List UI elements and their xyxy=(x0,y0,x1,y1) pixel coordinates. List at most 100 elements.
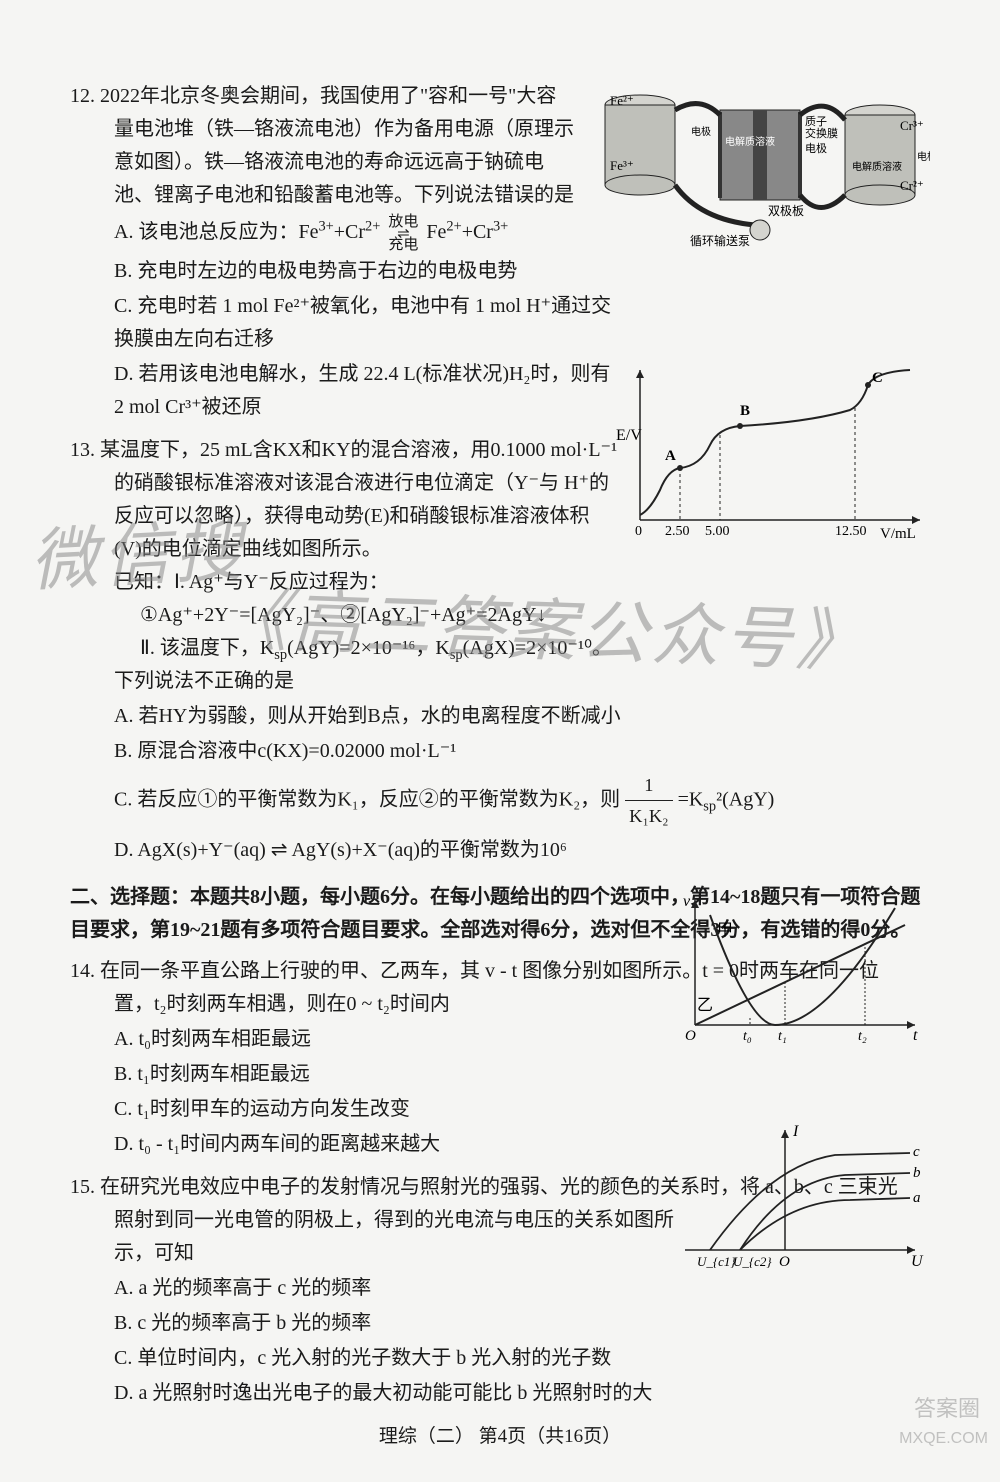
q13-k2-p2: (AgY)=2×10⁻¹⁶，K xyxy=(287,637,450,659)
q13-stem-l2: 的硝酸银标准溶液对该混合液进行电位滴定（Y⁻与 H⁺的 xyxy=(70,467,640,500)
q15-stem2: 照射到同一光电管的阴极上，得到的光电流与电压的关系如图所示，可知 xyxy=(70,1204,710,1270)
battery-diagram: Fe²⁺ Fe³⁺ Cr³⁺ Cr²⁺ 质子 交换膜 电极 双极板 循环输送泵 … xyxy=(590,70,930,250)
xtick-1: 2.50 xyxy=(665,524,690,539)
label-electrolyte-r: 电解质溶液 xyxy=(852,160,902,173)
q13-known-eq: ①Ag⁺+2Y⁻=[AgY₂]⁻、②[AgY₂]⁻+Ag⁺=2AgY↓ xyxy=(70,599,930,632)
q12a-p1: A. 该电池总反应为：Fe xyxy=(114,221,318,243)
q12-opt-c: C. 充电时若 1 mol Fe²⁺被氧化，电池中有 1 mol H⁺通过交换膜… xyxy=(114,290,620,356)
q13-opt-b: B. 原混合溶液中c(KX)=0.02000 mol·L⁻¹ xyxy=(114,735,930,768)
label-elec-r: 电极 xyxy=(917,150,930,163)
origin-o: O xyxy=(685,1028,696,1044)
titration-chart: E/V V/mL 0 2.50 5.00 12.50 A B C xyxy=(610,360,930,540)
i-axis: I xyxy=(792,1123,799,1140)
q13-options: A. 若HY为弱酸，则从开始到B点，水的电离程度不断减小 B. 原混合溶液中c(… xyxy=(70,700,930,867)
q12a-p4: +Cr xyxy=(462,221,493,243)
q14-opt-a: A. t₀时刻两车相距最远 xyxy=(114,1023,710,1056)
q12-opt-b: B. 充电时左边的电极电势高于右边的电极电势 xyxy=(114,255,620,288)
q12a-p3: Fe xyxy=(426,221,446,243)
q12-opt-a: A. 该电池总反应为：Fe3++Cr2+ 放电 ⇌ 充电 Fe2++Cr3+ xyxy=(114,214,620,253)
label-pump: 循环输送泵 xyxy=(690,233,750,248)
q12-stem-l3: 意如图）。铁—铬液流电池的寿命远远高于钠硫电 xyxy=(70,146,620,179)
q13-lead: 下列说法不正确的是 xyxy=(70,665,930,698)
label-fe3: Fe³⁺ xyxy=(610,158,634,173)
q13-opt-c: C. 若反应①的平衡常数为K₁，反应②的平衡常数为K₂，则 1 K₁K₂ =Ks… xyxy=(114,770,930,832)
q14-options: A. t₀时刻两车相距最远 B. t₁时刻两车相距最远 C. t₁时刻甲车的运动… xyxy=(70,1023,710,1161)
q15-number: 15. xyxy=(70,1176,95,1198)
q14-opt-b: B. t₁时刻两车相距最远 xyxy=(114,1058,710,1091)
label-elec-l: 电极 xyxy=(691,125,711,138)
curve-a: a xyxy=(913,1190,921,1206)
q13-stem-block: 13. 某温度下，25 mL含KX和KY的混合溶液，用0.1000 mol·L⁻… xyxy=(70,434,640,566)
q14-opt-d: D. t₀ - t₁时间内两车间的距离越来越大 xyxy=(114,1128,710,1161)
iv-chart: I U O c b a U_{c1} U_{c2} xyxy=(675,1120,925,1270)
q15-opt-c: C. 单位时间内，c 光入射的光子数大于 b 光入射的光子数 xyxy=(114,1342,710,1375)
xtick-3: 12.50 xyxy=(835,524,867,539)
q14-body: 置，t₂时刻两车相遇，则在0 ~ t₂时间内 A. t₀时刻两车相距最远 B. … xyxy=(70,988,710,1161)
q13-opt-d: D. AgX(s)+Y⁻(aq) ⇌ AgY(s)+X⁻(aq)的平衡常数为10… xyxy=(114,834,930,867)
pt-b: B xyxy=(740,403,750,419)
vt-chart: v t O 甲 乙 t₀ t₁ t₂ xyxy=(675,890,925,1045)
q13-stem-l3: 反应可以忽略），获得电动势(E)和硝酸银标准溶液体积 xyxy=(70,500,640,533)
origin-o-iv: O xyxy=(779,1254,790,1270)
q13-stem-l1: 某温度下，25 mL含KX和KY的混合溶液，用0.1000 mol·L⁻¹ xyxy=(100,439,617,461)
q15-opt-b: B. c 光的频率高于 b 光的频率 xyxy=(114,1307,710,1340)
q13c-p2: =K xyxy=(678,788,704,810)
xtick-0: 0 xyxy=(635,524,642,539)
label-membrane2: 交换膜 xyxy=(805,126,838,140)
page-footer: 理综（二） 第4页（共16页） xyxy=(0,1421,1000,1452)
q13-number: 13. xyxy=(70,439,95,461)
label-jia: 甲 xyxy=(717,922,733,939)
curve-b: b xyxy=(913,1165,921,1181)
q13c-p1: C. 若反应①的平衡常数为K₁，反应②的平衡常数为K₂，则 xyxy=(114,788,620,810)
label-fe2: Fe²⁺ xyxy=(610,93,634,108)
q13c-p3: ²(AgY) xyxy=(716,788,774,810)
frac-den: K₁K₂ xyxy=(625,801,672,831)
q13-known2: Ⅱ. 该温度下，Ksp(AgY)=2×10⁻¹⁶，Ksp(AgX)=2×10⁻¹… xyxy=(70,632,930,665)
q13-known: 已知：Ⅰ. Ag⁺与Y⁻反应过程为： xyxy=(70,566,930,599)
q14-number: 14. xyxy=(70,960,95,982)
q12a-p2: +Cr xyxy=(334,221,365,243)
reversible-arrow: 放电 ⇌ 充电 xyxy=(388,214,418,253)
q12-opt-d: D. 若用该电池电解水，生成 22.4 L(标准状况)H₂时，则有 2 mol … xyxy=(114,358,620,424)
uc2-tick: U_{c2} xyxy=(733,1254,772,1269)
q15-options: A. a 光的频率高于 c 光的频率 B. c 光的频率高于 b 光的频率 C.… xyxy=(70,1272,710,1410)
label-membrane: 质子 xyxy=(805,115,827,128)
ev-ylabel: E/V xyxy=(616,427,642,444)
label-yi: 乙 xyxy=(697,997,713,1014)
v-axis: v xyxy=(683,893,691,910)
q13-stem-l4: (V)的电位滴定曲线如图所示。 xyxy=(70,533,640,566)
q12-stem-l2: 量电池堆（铁—铬液流电池）作为备用电源（原理示 xyxy=(70,113,620,146)
label-electrolyte: 电解质溶液 xyxy=(725,135,775,148)
q15-opt-a: A. a 光的频率高于 c 光的频率 xyxy=(114,1272,710,1305)
label-bipolar: 双极板 xyxy=(768,204,804,218)
t1-tick: t₁ xyxy=(778,1029,787,1044)
label-cr3: Cr³⁺ xyxy=(900,118,924,133)
curve-c: c xyxy=(913,1144,920,1160)
t2-tick: t₂ xyxy=(858,1029,867,1044)
q14-stem2: 置，t₂时刻两车相遇，则在0 ~ t₂时间内 xyxy=(70,988,710,1021)
label-cr2: Cr²⁺ xyxy=(900,178,924,193)
xtick-2: 5.00 xyxy=(705,524,730,539)
q14-opt-c: C. t₁时刻甲车的运动方向发生改变 xyxy=(114,1093,710,1126)
q13-k2-p3: (AgX)=2×10⁻¹⁰。 xyxy=(463,637,612,659)
uc1-tick: U_{c1} xyxy=(697,1254,736,1269)
q12-number: 12. xyxy=(70,85,95,107)
q15-body: 照射到同一光电管的阴极上，得到的光电流与电压的关系如图所示，可知 A. a 光的… xyxy=(70,1204,710,1410)
pt-a: A xyxy=(665,448,676,464)
vml-xlabel: V/mL xyxy=(880,526,916,540)
pt-c: C xyxy=(872,370,883,386)
t-axis: t xyxy=(913,1027,918,1044)
q13-k2-p1: Ⅱ. 该温度下，K xyxy=(140,637,274,659)
q12-stem-l1: 2022年北京冬奥会期间，我国使用了"容和一号"大容 xyxy=(100,85,556,107)
fraction: 1 K₁K₂ xyxy=(625,770,672,832)
q15-opt-d: D. a 光照射时逸出光电子的最大初动能可能比 b 光照射时的大 xyxy=(114,1377,710,1410)
label-electrode: 电极 xyxy=(805,141,827,155)
q13-opt-a: A. 若HY为弱酸，则从开始到B点，水的电离程度不断减小 xyxy=(114,700,930,733)
q12-stem-l4: 池、锂离子电池和铅酸蓄电池等。下列说法错误的是 xyxy=(70,179,620,212)
arrow-bot-label: 充电 xyxy=(388,237,418,254)
q12-options: A. 该电池总反应为：Fe3++Cr2+ 放电 ⇌ 充电 Fe2++Cr3+ B… xyxy=(70,214,620,424)
u-axis: U xyxy=(911,1253,924,1270)
frac-num: 1 xyxy=(625,770,672,801)
t0-tick: t₀ xyxy=(743,1029,752,1044)
q12-stem-block: 12. 2022年北京冬奥会期间，我国使用了"容和一号"大容 量电池堆（铁—铬液… xyxy=(70,80,620,424)
